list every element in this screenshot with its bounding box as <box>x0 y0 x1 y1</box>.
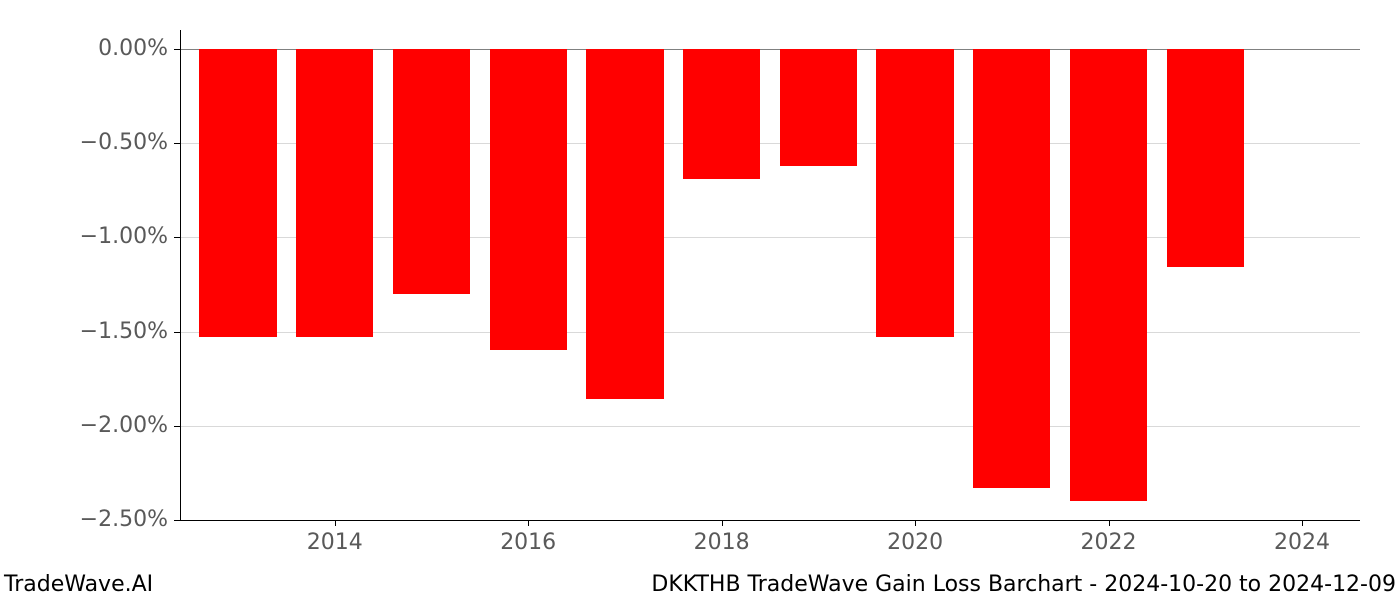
ytick-label: −2.00% <box>80 415 168 437</box>
ytick-mark <box>174 520 180 521</box>
footer-right-caption: DKKTHB TradeWave Gain Loss Barchart - 20… <box>651 574 1396 596</box>
bar <box>490 49 567 351</box>
bar <box>780 49 857 166</box>
ytick-label: 0.00% <box>98 38 168 60</box>
bar <box>393 49 470 294</box>
gain-loss-barchart: TradeWave.AI DKKTHB TradeWave Gain Loss … <box>0 0 1400 600</box>
bar <box>1070 49 1147 501</box>
bar <box>1167 49 1244 268</box>
xtick-mark <box>1109 520 1110 526</box>
ytick-mark <box>174 237 180 238</box>
bar <box>683 49 760 179</box>
footer-left-brand: TradeWave.AI <box>4 574 153 596</box>
xtick-mark <box>1302 520 1303 526</box>
bar <box>296 49 373 337</box>
gridline <box>180 426 1360 427</box>
xtick-label: 2016 <box>500 532 556 554</box>
xtick-label: 2020 <box>887 532 943 554</box>
ytick-label: −0.50% <box>80 132 168 154</box>
xtick-mark <box>915 520 916 526</box>
spine-bottom <box>180 520 1360 521</box>
ytick-mark <box>174 49 180 50</box>
ytick-mark <box>174 332 180 333</box>
ytick-mark <box>174 143 180 144</box>
xtick-label: 2024 <box>1274 532 1330 554</box>
bar <box>973 49 1050 488</box>
plot-area <box>180 30 1360 520</box>
ytick-label: −2.50% <box>80 509 168 531</box>
xtick-label: 2022 <box>1081 532 1137 554</box>
xtick-mark <box>335 520 336 526</box>
ytick-label: −1.50% <box>80 321 168 343</box>
ytick-mark <box>174 426 180 427</box>
xtick-mark <box>528 520 529 526</box>
xtick-label: 2018 <box>694 532 750 554</box>
bar <box>876 49 953 337</box>
spine-left <box>180 30 181 520</box>
bar <box>199 49 276 337</box>
ytick-label: −1.00% <box>80 226 168 248</box>
xtick-label: 2014 <box>307 532 363 554</box>
xtick-mark <box>722 520 723 526</box>
bar <box>586 49 663 400</box>
